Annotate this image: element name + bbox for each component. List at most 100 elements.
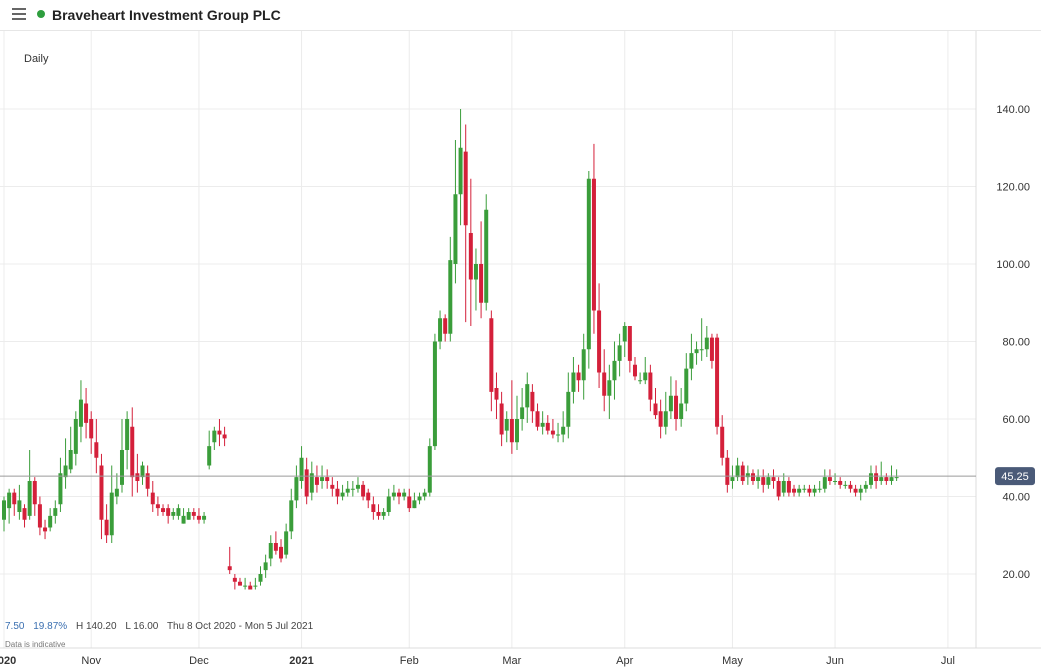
candle xyxy=(361,481,366,501)
candle-body xyxy=(232,577,237,582)
candle-body xyxy=(720,426,725,458)
candle-body xyxy=(473,264,478,280)
candle-body xyxy=(32,481,37,505)
candle-body xyxy=(709,337,714,361)
candle-body xyxy=(78,399,83,427)
candle xyxy=(84,388,89,439)
candle xyxy=(484,194,489,311)
candle xyxy=(520,388,525,431)
candle xyxy=(489,310,494,412)
candle-body xyxy=(391,492,396,497)
candle-body xyxy=(443,318,448,334)
hamburger-menu-icon[interactable] xyxy=(12,8,26,20)
candle-body xyxy=(561,426,566,435)
candle-body xyxy=(525,384,530,408)
candle xyxy=(2,496,6,532)
candle xyxy=(89,411,94,454)
candle xyxy=(833,473,838,485)
candle-body xyxy=(581,349,586,381)
candle-body xyxy=(648,372,653,400)
candle xyxy=(104,504,109,543)
candle-body xyxy=(386,496,391,512)
x-tick-label: Jul xyxy=(941,655,955,667)
candle xyxy=(504,411,509,443)
candle-body xyxy=(73,419,78,454)
candle xyxy=(345,481,350,497)
candle xyxy=(12,488,17,516)
candle-body xyxy=(848,484,853,489)
candle xyxy=(792,484,797,497)
candle xyxy=(540,411,545,435)
candle xyxy=(709,333,714,369)
candle-body xyxy=(740,465,745,481)
candle xyxy=(78,380,83,443)
candle-body xyxy=(515,419,519,443)
candle-body xyxy=(894,477,899,479)
candle-body xyxy=(797,488,802,493)
candle xyxy=(740,461,745,485)
candle-body xyxy=(432,341,437,447)
candle-body xyxy=(181,515,186,524)
candle xyxy=(771,469,776,489)
candle xyxy=(202,512,207,524)
candle xyxy=(119,419,124,493)
candle xyxy=(284,523,289,559)
candle xyxy=(694,341,699,365)
candle-body xyxy=(417,496,422,501)
candle-body xyxy=(335,488,340,497)
candle-body xyxy=(171,512,176,516)
x-tick-label: Dec xyxy=(189,655,209,667)
candle xyxy=(43,519,48,540)
candle-body xyxy=(463,151,468,226)
candle xyxy=(843,481,848,489)
axis-layer: 20.00 40.00 60.00 80.00 100.00 120.00 140.00 20… xyxy=(0,104,1035,667)
candle-body xyxy=(407,496,412,509)
candle-body xyxy=(874,473,879,481)
candle xyxy=(268,535,273,567)
candle xyxy=(176,504,181,520)
candle-body xyxy=(166,508,171,516)
candle xyxy=(155,496,160,516)
candle xyxy=(17,484,22,520)
candle xyxy=(853,484,858,497)
candle xyxy=(530,384,535,423)
candle xyxy=(704,326,709,357)
chart-header: Braveheart Investment Group PLC xyxy=(0,0,1041,31)
candle-body xyxy=(863,484,868,489)
candle xyxy=(135,453,140,493)
candle-body xyxy=(355,484,360,489)
candle-body xyxy=(843,484,848,486)
candle-body xyxy=(12,492,17,505)
candle xyxy=(371,496,376,520)
candle-body xyxy=(222,434,227,439)
period-label[interactable]: Daily xyxy=(24,53,49,65)
candle-body xyxy=(776,481,781,497)
candle-body xyxy=(566,391,571,427)
candle xyxy=(73,411,78,466)
candle xyxy=(786,477,791,497)
candle-body xyxy=(114,488,119,497)
candle-body xyxy=(576,372,581,381)
candle xyxy=(699,318,704,361)
candle-body xyxy=(833,481,838,482)
candle xyxy=(581,333,586,400)
candle-body xyxy=(150,492,155,505)
candle xyxy=(212,426,217,450)
candle xyxy=(745,465,750,485)
candle-body xyxy=(145,473,150,489)
candle-body xyxy=(284,531,289,555)
candle xyxy=(166,504,171,524)
candle-body xyxy=(571,372,576,392)
candle-body xyxy=(597,310,602,373)
candle-body xyxy=(99,465,104,520)
candle xyxy=(535,403,540,431)
candle-body xyxy=(484,209,489,303)
candle xyxy=(427,438,432,497)
candle xyxy=(632,357,637,381)
candle xyxy=(586,171,591,369)
candle-body xyxy=(289,500,294,532)
y-tick-label: 140.00 xyxy=(996,104,1030,116)
candle xyxy=(730,465,735,489)
candle-body xyxy=(253,585,258,587)
